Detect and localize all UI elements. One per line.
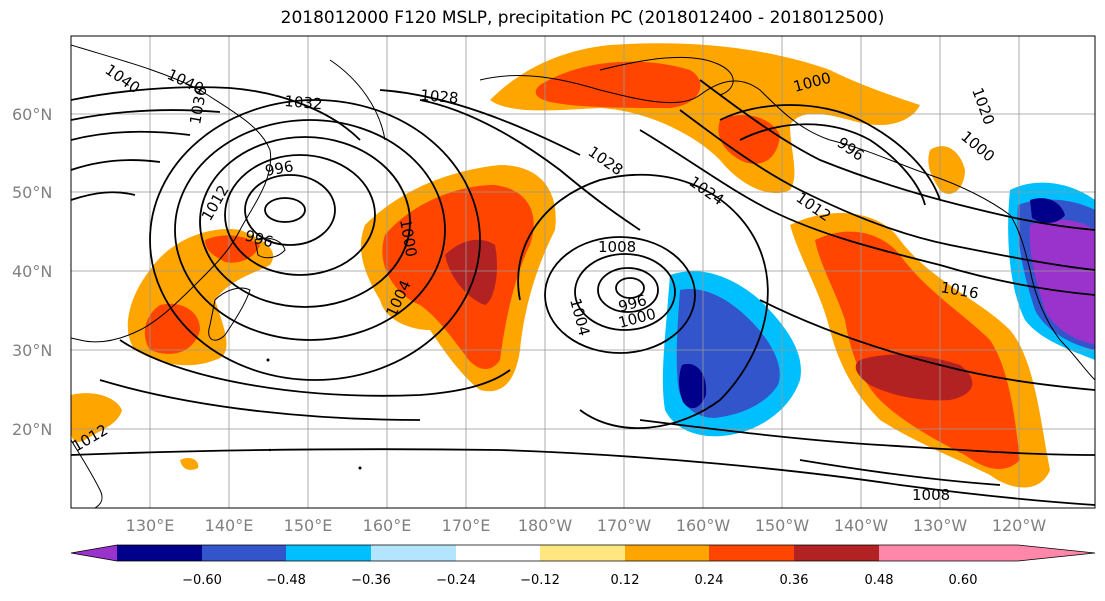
lat-label-50n: 50°N — [12, 183, 52, 202]
lat-label-20n: 20°N — [12, 420, 52, 439]
colorbar-segment — [625, 545, 709, 561]
colorbar-tick-label: 0.36 — [780, 573, 809, 588]
colorbar-segment — [456, 545, 540, 561]
latitude-labels: 60°N 50°N 40°N 30°N 20°N — [12, 105, 52, 439]
isobar-label: 996 — [264, 157, 295, 180]
colorbar-tick-label: 0.12 — [611, 573, 640, 588]
colorbar-segment — [709, 545, 794, 561]
colorbar-segment — [794, 545, 879, 561]
isobar-label: 1008 — [598, 238, 636, 256]
colorbar-tick-label: −0.24 — [436, 573, 476, 588]
graticule — [71, 36, 1095, 508]
colorbar-tick-label: −0.48 — [266, 573, 306, 588]
lat-label-60n: 60°N — [12, 105, 52, 124]
isobar-label: 1032 — [284, 92, 324, 113]
chart-title: 2018012000 F120 MSLP, precipitation PC (… — [280, 8, 885, 28]
lon-label: 130°W — [913, 516, 968, 535]
colorbar-segment — [963, 545, 1095, 561]
lon-label: 160°E — [363, 516, 412, 535]
isobars — [71, 79, 1095, 506]
lon-label: 150°W — [755, 516, 810, 535]
lon-label: 120°W — [992, 516, 1047, 535]
colorbar-segment — [286, 545, 371, 561]
lat-label-30n: 30°N — [12, 341, 52, 360]
coastlines — [71, 44, 1095, 508]
lon-label: 170°W — [597, 516, 652, 535]
longitude-labels: 130°E 140°E 150°E 160°E 170°E 180°W 170°… — [126, 516, 1047, 535]
colorbar-segment — [371, 545, 456, 561]
colorbar-tick-label: 0.48 — [865, 573, 894, 588]
colorbar-outline — [70, 544, 1096, 562]
colorbar-segment — [117, 545, 202, 561]
colorbar-segment — [540, 545, 625, 561]
colorbar-tick-label: −0.36 — [351, 573, 391, 588]
colorbar-tick-label: −0.12 — [520, 573, 560, 588]
colorbar: −0.60 −0.48 −0.36 −0.24 −0.12 0.12 0.24 … — [70, 544, 1096, 588]
lon-label: 130°E — [126, 516, 175, 535]
colorbar-tick-label: 0.24 — [695, 573, 724, 588]
colorbar-tick-label: −0.60 — [182, 573, 222, 588]
colorbar-segment — [879, 545, 963, 561]
lat-label-40n: 40°N — [12, 262, 52, 281]
colorbar-segment — [71, 545, 117, 561]
colorbar-tick-label: 0.60 — [949, 573, 978, 588]
lon-label: 180°W — [518, 516, 573, 535]
lon-label: 160°W — [676, 516, 731, 535]
isobar-label: 1028 — [420, 86, 460, 107]
map-frame — [70, 35, 1096, 509]
lon-label: 140°E — [205, 516, 254, 535]
lon-label: 150°E — [284, 516, 333, 535]
isobar-label: 1008 — [912, 486, 950, 504]
colorbar-segment — [202, 545, 286, 561]
lon-label: 140°W — [834, 516, 889, 535]
lon-label: 170°E — [442, 516, 491, 535]
